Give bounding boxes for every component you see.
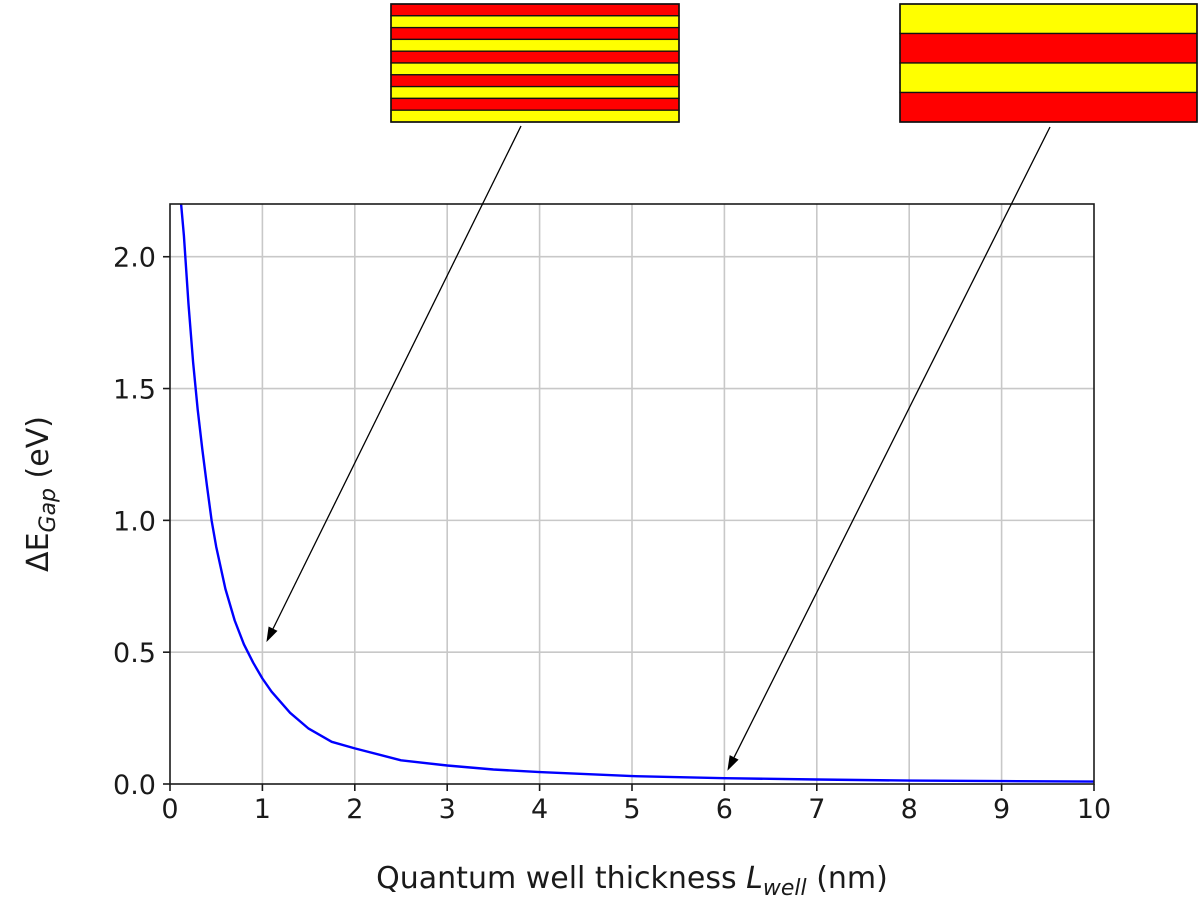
x-tick-label: 5 bbox=[623, 794, 640, 825]
x-tick-label: 7 bbox=[808, 794, 825, 825]
layer-stripe bbox=[899, 3, 1198, 35]
x-tick-label: 9 bbox=[993, 794, 1010, 825]
x-tick-label: 0 bbox=[161, 794, 178, 825]
inset-frame bbox=[390, 3, 680, 123]
layer-stripe bbox=[390, 74, 680, 88]
y-tick-label: 2.0 bbox=[113, 243, 156, 274]
x-axis-label: Quantum well thickness Lwell (nm) bbox=[376, 861, 888, 901]
thin-layer-diagram bbox=[390, 3, 680, 123]
layer-stripe bbox=[390, 15, 680, 29]
layer-stripe bbox=[390, 26, 680, 41]
x-tick-label: 6 bbox=[716, 794, 733, 825]
annotation-arrow bbox=[266, 125, 522, 643]
arrows bbox=[266, 125, 1051, 771]
y-tick-label: 0.5 bbox=[113, 638, 156, 669]
annotation-arrow bbox=[727, 126, 1051, 771]
layer-stripe bbox=[390, 38, 680, 52]
y-axis-label: ΔEGap (eV) bbox=[21, 416, 61, 572]
layer-stripe bbox=[390, 97, 680, 111]
layer-stripe bbox=[390, 50, 680, 64]
thick-layer-diagram bbox=[899, 3, 1198, 123]
y-tick-label: 1.0 bbox=[113, 506, 156, 537]
inset-frame bbox=[899, 3, 1198, 123]
x-tick-label: 4 bbox=[531, 794, 548, 825]
x-tick-label: 1 bbox=[254, 794, 271, 825]
layer-stripe bbox=[899, 91, 1198, 123]
layer-stripe bbox=[390, 62, 680, 76]
arrow-head bbox=[266, 626, 278, 643]
y-tick-label: 0.0 bbox=[113, 770, 156, 801]
grid bbox=[170, 204, 1094, 784]
layer-stripe bbox=[899, 62, 1198, 94]
y-axis: 0.0 0.5 1.0 1.5 2.0 bbox=[113, 243, 170, 801]
layer-stripe bbox=[390, 3, 680, 17]
y-tick-label: 1.5 bbox=[113, 375, 156, 406]
x-tick-label: 3 bbox=[439, 794, 456, 825]
arrow-shaft bbox=[733, 126, 1051, 758]
arrow-head bbox=[727, 755, 739, 771]
x-tick-label: 10 bbox=[1077, 794, 1111, 825]
x-tick-label: 2 bbox=[346, 794, 363, 825]
insets bbox=[390, 3, 1198, 123]
x-tick-label: 8 bbox=[901, 794, 918, 825]
layer-stripe bbox=[390, 85, 680, 100]
series-line bbox=[179, 203, 1095, 783]
x-axis: 0 1 2 3 4 5 6 7 8 9 10 bbox=[161, 784, 1111, 825]
layer-stripe bbox=[899, 32, 1198, 64]
arrow-shaft bbox=[272, 125, 522, 630]
layer-stripe bbox=[390, 109, 680, 123]
curve-layer bbox=[179, 203, 1095, 783]
